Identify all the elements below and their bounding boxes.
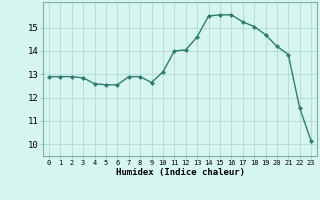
X-axis label: Humidex (Indice chaleur): Humidex (Indice chaleur) <box>116 168 244 177</box>
